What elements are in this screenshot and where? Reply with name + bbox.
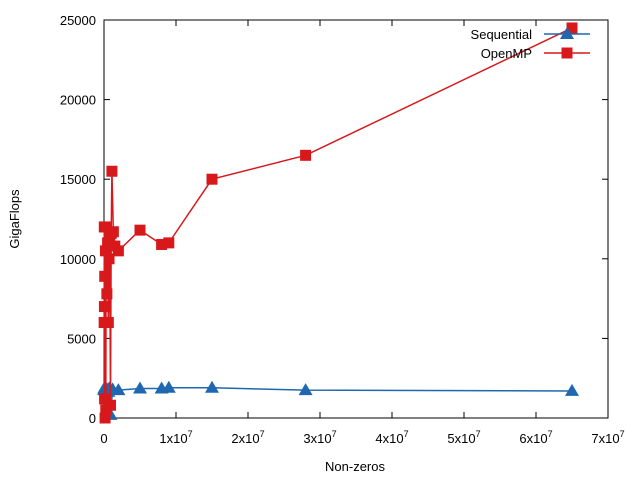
y-tick-label: 20000 [60, 93, 96, 108]
data-point-openmp [102, 316, 114, 328]
data-point-sequential [298, 383, 313, 396]
data-point-openmp [156, 238, 168, 250]
legend-label: OpenMP [481, 46, 532, 61]
data-point-sequential [111, 383, 126, 396]
data-point-openmp [163, 237, 175, 249]
data-point-openmp [98, 301, 110, 313]
y-tick-label: 5000 [67, 331, 96, 346]
y-tick-label: 25000 [60, 13, 96, 28]
data-point-openmp [99, 245, 111, 257]
data-point-openmp [101, 288, 113, 300]
y-tick-label: 10000 [60, 252, 96, 267]
data-point-openmp [300, 149, 312, 161]
data-point-openmp [206, 173, 218, 185]
x-tick-label: 1x107 [159, 429, 192, 446]
data-point-openmp [99, 270, 111, 282]
x-axis-label: Non-zeros [325, 459, 385, 474]
legend-label: Sequential [471, 27, 533, 42]
x-tick-label: 3x107 [303, 429, 336, 446]
data-point-openmp [134, 224, 146, 236]
legend-marker-sequential [560, 27, 574, 39]
series-line-openmp [103, 27, 573, 419]
data-point-openmp [99, 393, 111, 405]
y-axis-label: GigaFlops [7, 189, 22, 249]
y-axis: 0 5000 10000 15000 20000 25000 [60, 13, 608, 426]
x-tick-label: 0 [100, 431, 107, 446]
data-point-openmp [104, 399, 116, 411]
x-axis: 0 1x107 2x107 3x107 4x107 5x107 6x107 7x107 [100, 20, 625, 446]
x-tick-label: 7x107 [591, 429, 624, 446]
series-openmp [98, 22, 578, 424]
x-tick-label: 4x107 [375, 429, 408, 446]
plot-frame [103, 19, 609, 419]
data-point-openmp [112, 245, 124, 257]
data-point-openmp [106, 165, 118, 177]
x-tick-label: 2x107 [231, 429, 264, 446]
y-tick-label: 15000 [60, 172, 96, 187]
y-tick-label: 0 [89, 411, 96, 426]
data-point-sequential [133, 381, 147, 394]
data-point-openmp [103, 253, 115, 265]
series-sequential [97, 380, 579, 420]
legend: Sequential OpenMP [471, 27, 590, 61]
data-point-sequential [205, 380, 219, 393]
data-point-openmp [100, 221, 112, 233]
data-point-sequential [161, 380, 176, 393]
x-tick-label: 6x107 [519, 429, 552, 446]
data-point-openmp [566, 22, 578, 34]
data-point-sequential [565, 383, 579, 396]
data-point-openmp [99, 412, 111, 424]
series-layer [97, 22, 579, 424]
x-tick-label: 5x107 [447, 429, 480, 446]
data-point-openmp [107, 226, 119, 238]
legend-marker-openmp [561, 47, 573, 59]
